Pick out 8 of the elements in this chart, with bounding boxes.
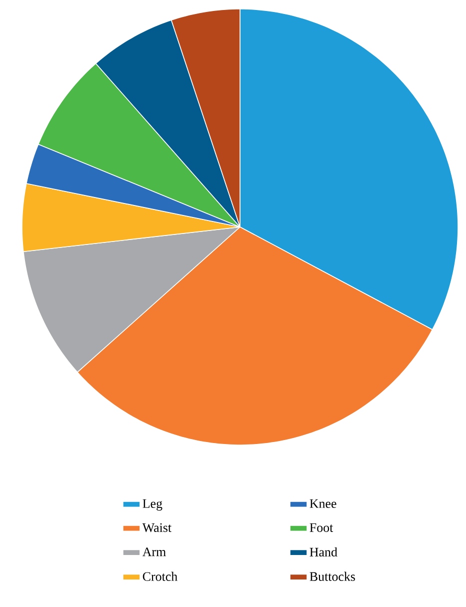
legend-label: Waist [142, 523, 172, 532]
legend-label: Hand [310, 547, 338, 556]
legend-label: Crotch [142, 572, 178, 581]
legend-label: Foot [310, 523, 334, 532]
legend-label: Buttocks [310, 572, 355, 581]
legend-label: Leg [142, 499, 162, 511]
legend-label: Arm [142, 548, 166, 556]
legend-label: Knee [310, 499, 336, 508]
